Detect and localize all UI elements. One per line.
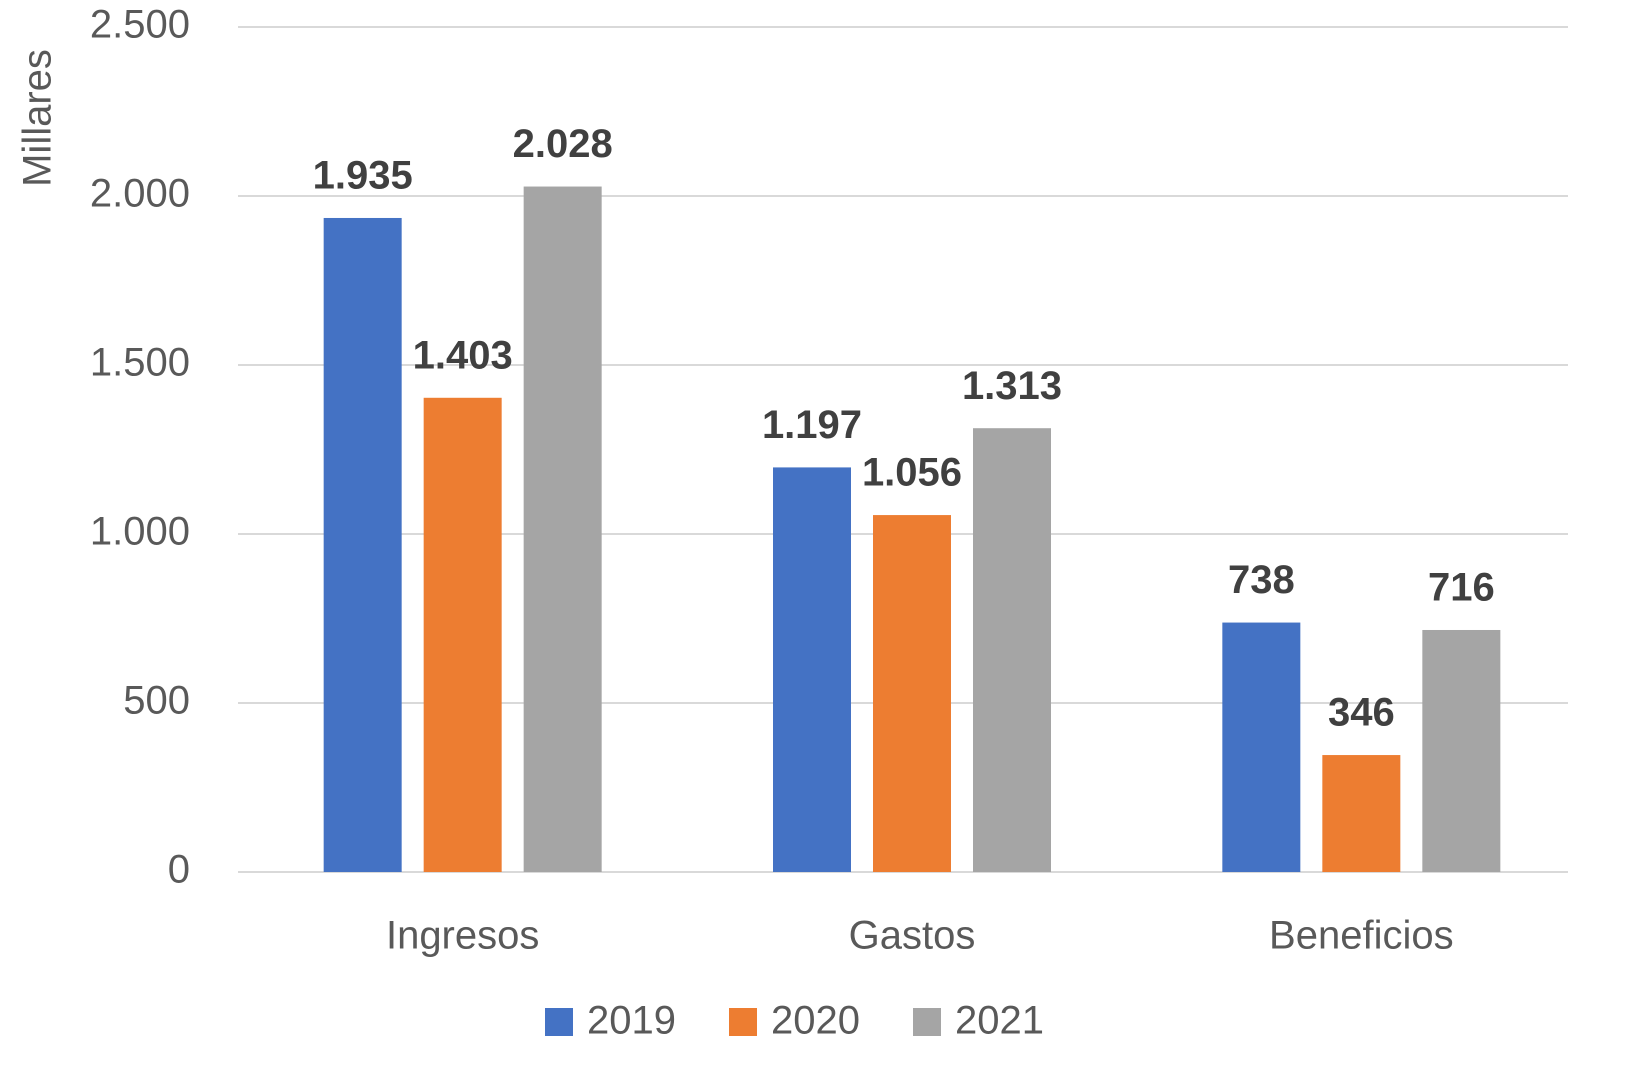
data-label: 716 <box>1428 566 1495 610</box>
legend-swatch <box>729 1008 757 1036</box>
bar <box>773 467 851 872</box>
legend-label: 2021 <box>955 999 1044 1043</box>
legend-swatch <box>545 1008 573 1036</box>
bar <box>973 428 1051 872</box>
y-axis-label: Millares <box>16 49 60 187</box>
bar <box>1322 755 1401 872</box>
data-label: 1.056 <box>862 451 962 495</box>
legend-swatch <box>913 1008 941 1036</box>
bar <box>323 217 402 873</box>
x-tick-label: Ingresos <box>386 914 539 958</box>
y-tick-label: 500 <box>123 679 190 723</box>
data-label: 346 <box>1328 691 1395 735</box>
x-tick-label: Gastos <box>849 914 976 958</box>
y-tick-label: 2.000 <box>90 172 190 216</box>
legend-label: 2019 <box>587 999 676 1043</box>
bar <box>1222 622 1301 872</box>
data-label: 1.197 <box>762 403 862 447</box>
y-tick-label: 1.000 <box>90 510 190 554</box>
bar <box>1422 629 1501 872</box>
y-tick-label: 1.500 <box>90 341 190 385</box>
data-label: 1.935 <box>313 154 413 198</box>
y-tick-label: 2.500 <box>90 3 190 47</box>
data-label: 1.403 <box>413 333 513 377</box>
y-tick-label: 0 <box>168 848 190 892</box>
data-label: 1.313 <box>962 364 1062 408</box>
bar <box>523 186 602 872</box>
data-label: 738 <box>1228 558 1295 602</box>
legend-label: 2020 <box>771 999 860 1043</box>
bar <box>873 515 951 872</box>
data-label: 2.028 <box>513 122 613 166</box>
x-tick-label: Beneficios <box>1269 914 1454 958</box>
bar <box>423 397 502 872</box>
